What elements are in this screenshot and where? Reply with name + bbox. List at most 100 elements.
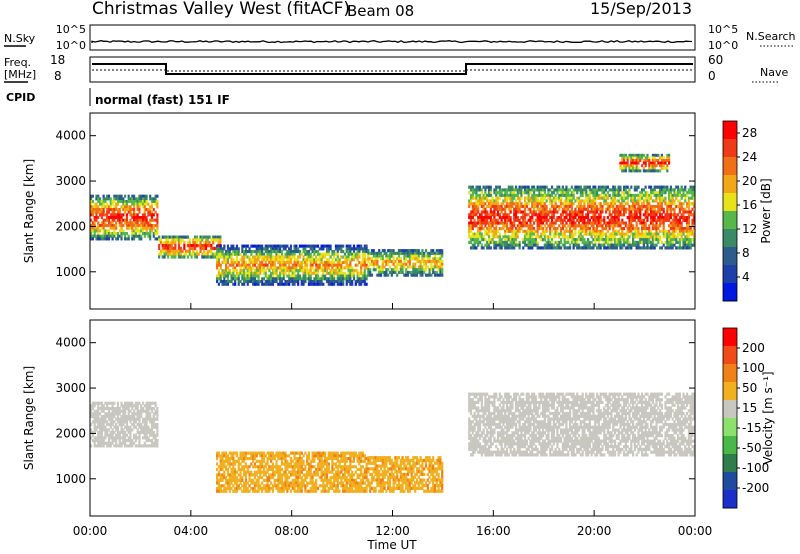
echo-cell [324,244,327,248]
echo-cell [252,266,255,270]
echo-cell [686,227,689,231]
echo-cell [90,197,93,201]
echo-cell [250,252,253,256]
echo-cell [648,238,651,242]
echo-cell [141,221,145,225]
echo-cell [115,409,118,413]
echo-cell [129,420,132,424]
echo-cell [140,229,143,233]
echo-cell [588,185,591,189]
echo-cell [158,255,161,259]
echo-cell [523,210,527,214]
echo-cell [358,247,361,251]
echo-cell [262,247,266,251]
echo-cell [349,263,352,267]
echo-cell [298,252,302,256]
echo-cell [338,271,341,275]
echo-cell [293,252,296,256]
echo-cell [376,265,379,269]
echo-cell [433,270,437,275]
echo-cell [673,193,676,198]
echo-cell [518,218,521,222]
echo-cell [98,224,102,228]
echo-cell [97,221,100,225]
echo-cell [640,204,644,209]
echo-cell [639,196,642,200]
echo-cell [102,409,105,413]
echo-cell [390,270,393,275]
echo-cell [181,255,184,259]
echo-cell [147,234,150,238]
echo-cell [131,404,134,408]
echo-cell [648,164,651,168]
echo-cell [660,159,663,163]
echo-cell [487,221,491,225]
echo-cell [340,279,343,284]
echo-cell [116,431,120,435]
echo-cell [138,444,141,448]
echo-cell [493,243,496,247]
echo-cell [540,221,543,225]
echo-cell [640,164,644,168]
echo-cell [226,244,230,248]
echo-cell [473,196,476,200]
echo-cell [563,188,566,192]
echo-cell [603,227,606,231]
echo-cell [435,273,438,277]
echo-cell [118,417,121,421]
echo-cell [206,249,209,253]
echo-cell [329,244,332,248]
echo-cell [520,185,523,189]
echo-cell [291,250,294,254]
echo-cell [111,237,114,241]
echo-cell [477,229,480,233]
echo-cell [477,185,480,189]
power-y-axis-label: Slant Range [km] [22,159,36,263]
noise-left-tick-top: 10^5 [56,23,86,36]
echo-cell [561,188,564,192]
echo-cell [239,279,242,284]
echo-cell [682,213,685,217]
echo-cell [93,232,96,236]
echo-cell [140,431,143,435]
echo-cell [428,273,431,277]
echo-cell [349,258,352,262]
echo-cell [342,279,345,284]
echo-cell [282,269,285,273]
echo-cell [640,229,644,233]
echo-cell [640,232,644,236]
echo-cell [597,218,600,222]
echo-cell [127,205,130,209]
echo-cell [621,232,624,236]
echo-cell [619,235,622,239]
echo-cell [628,243,631,247]
echo-cell [502,188,505,192]
echo-cell [412,257,415,261]
echo-cell [195,252,199,256]
echo-cell [152,401,155,405]
echo-cell [487,204,491,209]
echo-cell [286,250,289,254]
echo-cell [322,266,325,270]
echo-cell [666,185,669,189]
echo-cell [684,246,687,250]
echo-cell [106,428,109,432]
echo-cell [95,439,98,443]
echo-cell [246,277,249,281]
echo-cell [545,229,548,233]
echo-cell [131,412,134,416]
echo-cell [363,250,366,254]
echo-cell [505,188,509,192]
echo-cell [113,431,116,435]
echo-cell [367,249,370,253]
echo-cell [228,457,231,461]
echo-cell [590,240,593,244]
echo-cell [174,255,177,259]
echo-cell [513,207,516,211]
echo-cell [271,244,275,248]
echo-cell [156,444,159,448]
echo-cell [471,221,474,225]
echo-cell [132,433,136,437]
echo-cell [324,274,327,278]
echo-cell [646,153,649,157]
